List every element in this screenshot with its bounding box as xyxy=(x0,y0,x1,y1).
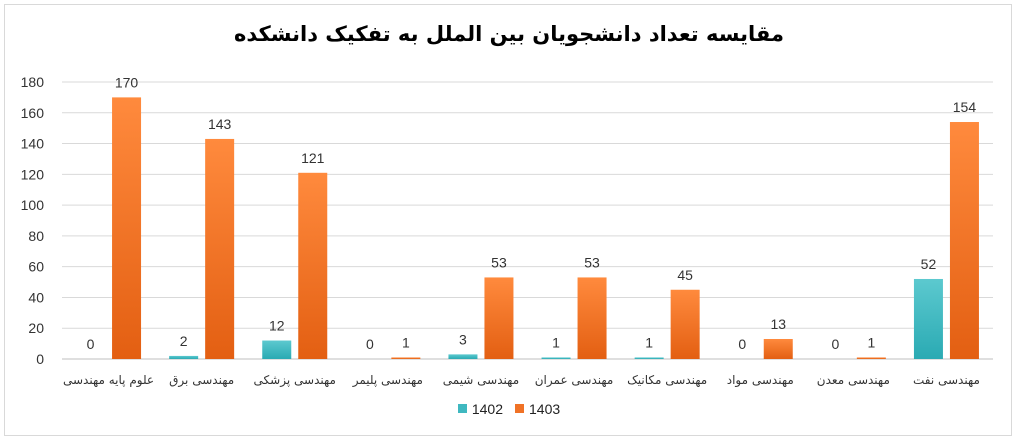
legend-swatch xyxy=(515,404,524,413)
y-tick-label: 0 xyxy=(36,351,44,367)
data-label-1403: 45 xyxy=(677,267,693,283)
x-tick-label: مهندسی نفت xyxy=(913,373,980,387)
data-label-1403: 53 xyxy=(584,254,600,270)
data-label-1402: 1 xyxy=(552,334,560,350)
bar-1402 xyxy=(634,357,664,359)
data-label-1402: 2 xyxy=(180,333,188,349)
bar-1402 xyxy=(262,340,292,359)
data-label-1403: 121 xyxy=(301,150,325,166)
x-tick-label: مهندسی شیمی xyxy=(443,373,519,387)
x-tick-label: مهندسی معدن xyxy=(817,373,890,387)
data-label-1402: 3 xyxy=(459,331,467,347)
y-tick-label: 80 xyxy=(28,228,44,244)
bar-1402 xyxy=(448,354,478,359)
x-tick-label: مهندسی پلیمر xyxy=(352,373,423,388)
bar-1403 xyxy=(205,138,235,359)
data-label-1403: 13 xyxy=(770,316,786,332)
data-label-1403: 1 xyxy=(402,334,410,350)
bar-1403 xyxy=(763,338,793,359)
y-tick-label: 180 xyxy=(21,74,45,90)
legend-item-1402: 1402 xyxy=(457,400,503,417)
y-tick-label: 40 xyxy=(28,289,44,305)
bar-1403 xyxy=(112,97,142,359)
bar-1403 xyxy=(577,277,607,359)
chart-title: مقایسه تعداد دانشجویان بین الملل به تفکی… xyxy=(234,22,784,46)
legend-label: 1402 xyxy=(471,400,503,417)
bar-1403 xyxy=(949,122,979,359)
bar-1403 xyxy=(484,277,514,359)
x-tick-label: مهندسی مواد xyxy=(727,373,794,388)
data-label-1403: 143 xyxy=(208,116,232,132)
y-tick-label: 100 xyxy=(21,197,45,213)
data-label-1403: 154 xyxy=(953,99,977,115)
bar-1403 xyxy=(298,172,328,359)
x-tick-label: مهندسی برق xyxy=(169,373,234,388)
bar-1403 xyxy=(391,357,421,359)
data-label-1403: 1 xyxy=(867,334,875,350)
y-tick-label: 140 xyxy=(21,136,45,152)
y-tick-label: 20 xyxy=(28,320,44,336)
bar-1403 xyxy=(856,357,886,359)
bar-1403 xyxy=(670,289,700,359)
x-tick-label: مهندسی مکانیک xyxy=(627,373,707,387)
legend-label: 1403 xyxy=(529,400,561,417)
legend-item-1403: 1403 xyxy=(515,401,560,417)
y-tick-label: 160 xyxy=(21,105,45,121)
data-label-1402: 0 xyxy=(87,336,95,352)
data-label-1402: 0 xyxy=(366,336,374,352)
data-label-1402: 52 xyxy=(921,256,937,272)
data-label-1402: 12 xyxy=(269,318,285,334)
x-tick-label: مهندسی عمران xyxy=(535,373,614,388)
x-tick-label: مهندسی پزشکی xyxy=(254,373,336,388)
bar-1402 xyxy=(169,355,199,359)
bar-1402 xyxy=(541,357,571,359)
bar-1402 xyxy=(913,278,943,359)
data-label-1402: 1 xyxy=(645,334,653,350)
x-tick-label: علوم پایه مهندسی xyxy=(63,373,154,388)
data-label-1403: 53 xyxy=(491,254,507,270)
legend: 1402 1403 xyxy=(0,400,1018,417)
y-tick-label: 120 xyxy=(21,166,45,182)
data-label-1402: 0 xyxy=(738,336,746,352)
data-label-1403: 170 xyxy=(115,74,139,90)
legend-swatch xyxy=(457,404,467,413)
y-tick-label: 60 xyxy=(28,259,44,275)
data-label-1402: 0 xyxy=(831,336,839,352)
chart-frame xyxy=(4,4,1012,436)
